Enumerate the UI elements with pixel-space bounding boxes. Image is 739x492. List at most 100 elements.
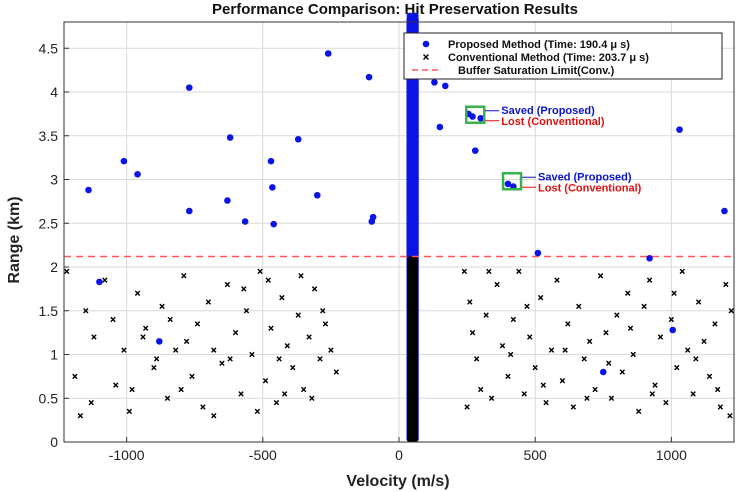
legend-label: Buffer Saturation Limit(Conv.) — [458, 65, 615, 77]
conventional-point — [276, 356, 282, 362]
conventional-point — [727, 413, 733, 419]
conventional-point — [625, 290, 631, 296]
conventional-point — [219, 360, 225, 366]
legend-label: Proposed Method (Time: 190.4 μ s) — [448, 39, 630, 51]
points — [64, 12, 734, 419]
conventional-point — [693, 356, 699, 362]
conventional-point — [200, 404, 206, 410]
conventional-point — [243, 308, 250, 314]
conventional-point — [328, 347, 334, 353]
proposed-point — [85, 186, 92, 194]
y-tick-label: 4 — [50, 84, 58, 100]
proposed-point — [646, 254, 653, 262]
conventional-point — [284, 343, 291, 349]
x-tick-label: -1000 — [109, 447, 145, 463]
conventional-point — [172, 347, 179, 353]
conventional-point — [211, 347, 217, 353]
proposed-point — [270, 220, 278, 228]
conventional-point — [102, 277, 108, 283]
x-tick-label: -500 — [249, 447, 277, 463]
conventional-point — [317, 356, 323, 362]
conventional-point — [181, 273, 187, 279]
y-tick-label: 1.5 — [39, 303, 59, 319]
conventional-point — [586, 338, 593, 345]
conventional-point — [486, 268, 492, 275]
conventional-point — [565, 321, 571, 327]
x-axis-title: Velocity (m/s) — [346, 473, 449, 490]
conventional-point — [559, 378, 566, 384]
conventional-point — [584, 395, 590, 401]
conventional-point — [478, 386, 484, 393]
conventional-point — [510, 316, 517, 323]
conventional-point — [543, 399, 549, 406]
conventional-point — [527, 334, 533, 340]
y-tick-label: 0 — [50, 434, 58, 450]
chart-title: Performance Comparison: Hit Preservation… — [212, 1, 578, 18]
conventional-point — [64, 268, 70, 275]
conventional-point — [663, 399, 669, 406]
proposed-point — [313, 191, 321, 199]
conventional-point — [238, 391, 244, 397]
conventional-point — [211, 413, 217, 419]
proposed-point — [477, 114, 485, 122]
conventional-point — [113, 382, 119, 388]
conventional-point — [91, 334, 97, 340]
proposed-point — [412, 12, 419, 20]
conventional-point — [548, 347, 555, 353]
conventional-point — [300, 386, 307, 393]
conventional-point — [159, 303, 165, 310]
conventional-point — [576, 303, 582, 310]
conventional-point — [121, 347, 127, 353]
conventional-point — [306, 334, 312, 340]
conventional-point — [279, 294, 285, 301]
conventional-point — [646, 277, 653, 283]
conventional-point — [706, 373, 713, 380]
y-tick-label: 2.5 — [39, 215, 59, 231]
highlight-box — [501, 172, 523, 191]
conventional-point — [461, 268, 468, 275]
conventional-point — [290, 364, 296, 371]
conventional-point — [254, 408, 261, 415]
x-tick-label: 0 — [395, 447, 403, 463]
saved-label: Saved (Proposed) — [501, 105, 595, 117]
conventional-point — [249, 351, 255, 358]
conventional-point — [488, 395, 495, 401]
legend-marker-conventional — [423, 54, 429, 60]
proposed-point — [406, 12, 414, 20]
conventional-point — [494, 281, 500, 288]
conventional-point — [679, 268, 685, 275]
legend-marker-proposed — [422, 40, 430, 48]
conventional-point — [273, 399, 280, 406]
conventional-point — [464, 404, 470, 410]
conventional-point — [265, 277, 271, 283]
proposed-point — [431, 79, 438, 86]
conventional-point — [652, 382, 658, 388]
conventional-point — [521, 391, 527, 397]
proposed-point — [185, 207, 193, 215]
conventional-point — [668, 316, 675, 323]
conventional-point — [320, 308, 326, 314]
y-tick-label: 3.5 — [39, 128, 59, 144]
conventional-point — [717, 404, 724, 410]
conventional-point — [537, 294, 544, 301]
conventional-point — [540, 382, 547, 388]
proposed-point — [469, 113, 476, 120]
proposed-point — [721, 207, 728, 215]
y-tick-label: 1 — [50, 347, 58, 363]
conventional-point — [224, 281, 231, 288]
conventional-point — [134, 290, 141, 296]
conventional-point — [627, 325, 634, 331]
proposed-point — [599, 368, 607, 376]
conventional-point — [268, 325, 274, 331]
lost-label: Lost (Conventional) — [538, 182, 642, 194]
conventional-point — [129, 386, 135, 393]
conventional-point — [183, 338, 190, 345]
conventional-point — [322, 321, 329, 327]
conventional-point — [728, 308, 734, 314]
conventional-point — [635, 408, 642, 415]
conventional-point — [581, 356, 587, 362]
conventional-point — [232, 329, 239, 336]
proposed-point — [96, 278, 103, 286]
conventional-point — [532, 364, 538, 371]
